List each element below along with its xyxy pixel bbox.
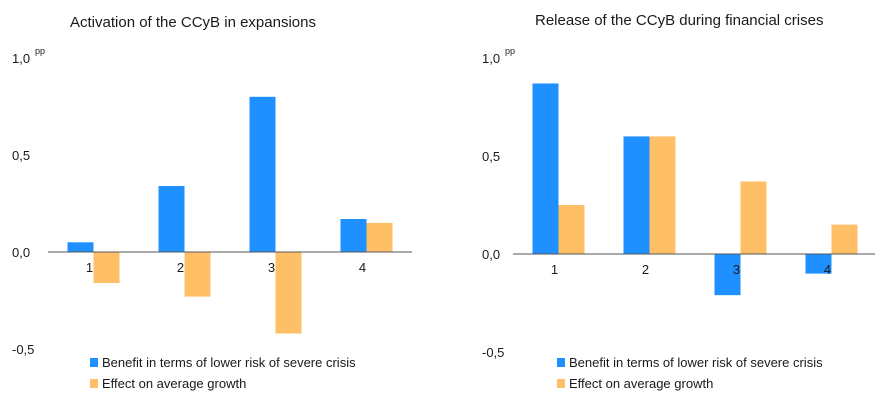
bar [93, 252, 120, 284]
bar [623, 136, 650, 254]
bar [649, 136, 676, 254]
bar [805, 254, 832, 274]
chart-title: Release of the CCyB during financial cri… [535, 12, 823, 29]
y-tick-label: 1,0 [482, 51, 500, 66]
y-unit-label: pp [505, 46, 515, 56]
y-tick-label: 0,5 [12, 148, 30, 163]
y-unit-label: pp [35, 46, 45, 56]
bar [184, 252, 211, 297]
bar [366, 222, 393, 252]
legend-label: Benefit in terms of lower risk of severe… [569, 355, 823, 370]
bar [249, 96, 276, 252]
bar [340, 219, 367, 252]
legend-label: Effect on average growth [569, 376, 713, 391]
legend-label: Effect on average growth [102, 376, 246, 391]
legend-swatch [557, 379, 565, 388]
x-tick-label: 3 [268, 260, 275, 275]
y-tick-label: 0,0 [12, 245, 30, 260]
x-tick-label: 1 [551, 262, 558, 277]
legend-label: Benefit in terms of lower risk of severe… [102, 355, 356, 370]
x-tick-label: 2 [177, 260, 184, 275]
y-tick-label: -0,5 [12, 342, 34, 357]
bar [714, 254, 741, 296]
bar [740, 181, 767, 254]
y-tick-label: 0,5 [482, 149, 500, 164]
bar [532, 83, 559, 254]
legend-swatch [557, 358, 565, 367]
y-tick-label: 0,0 [482, 247, 500, 262]
bar [275, 252, 302, 334]
bar [558, 205, 585, 254]
chart-title: Activation of the CCyB in expansions [70, 14, 316, 31]
x-tick-label: 4 [359, 260, 366, 275]
y-tick-label: -0,5 [482, 345, 504, 360]
legend-swatch [90, 358, 98, 367]
bar [67, 242, 94, 252]
x-tick-label: 1 [86, 260, 93, 275]
x-tick-label: 3 [733, 262, 740, 277]
legend-swatch [90, 379, 98, 388]
x-tick-label: 2 [642, 262, 649, 277]
y-tick-label: 1,0 [12, 51, 30, 66]
bar [158, 186, 185, 252]
bar [831, 224, 858, 254]
x-tick-label: 4 [824, 262, 831, 277]
